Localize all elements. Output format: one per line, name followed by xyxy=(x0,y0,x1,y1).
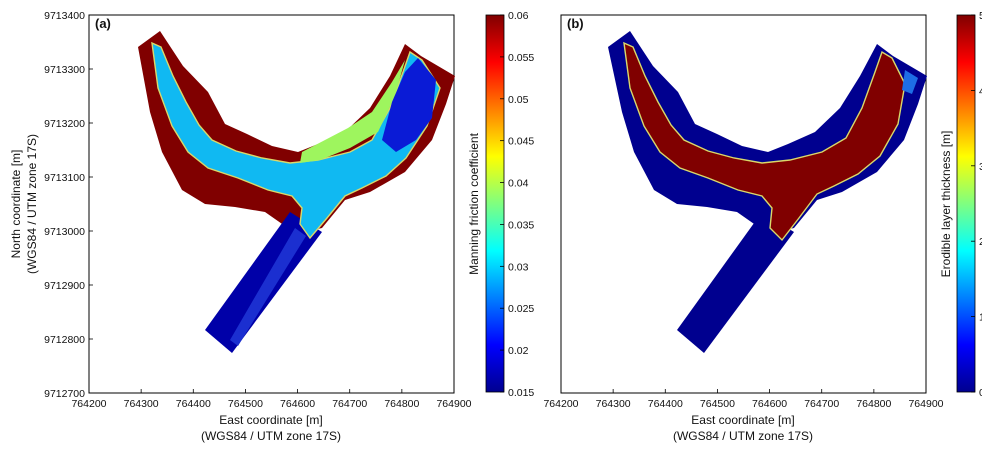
x-tick-label: 764700 xyxy=(332,398,367,410)
colorbar-label-b: Erodible layer thickness [m] xyxy=(939,131,953,278)
panel-a: (a) 764200 764300 764400 764500 764600 764700… xyxy=(9,10,534,443)
x-tick-label: 764200 xyxy=(543,398,578,410)
y-tick-label: 9713000 xyxy=(44,226,85,238)
colorbar-tick-label: 0.04 xyxy=(508,178,529,190)
x-ticks-a: 764200 764300 764400 764500 764600 764700 7648… xyxy=(71,389,472,410)
colorbar-tick-label: 0 xyxy=(979,387,982,399)
pool-deep-a xyxy=(382,58,436,152)
x-tick-label: 764300 xyxy=(124,398,159,410)
y-tick-label: 9713300 xyxy=(44,64,85,76)
x-tick-label: 764500 xyxy=(700,398,735,410)
y-tick-label: 9712700 xyxy=(44,388,85,400)
colorbar-tick-label: 3 xyxy=(979,161,982,173)
x-axis-label-b-line1: East coordinate [m] xyxy=(691,413,794,427)
colorbar-ticks-a: 0.06 0.055 0.05 0.045 0.04 0.035 0.03 0.025 0.02… xyxy=(500,10,534,399)
x-tick-label: 764200 xyxy=(71,398,106,410)
y-ticks-a: 9712700 9712800 9712900 9713000 9713100 97132… xyxy=(44,10,93,400)
panel-b: (b) 764200 764300 764400 764500 764600 764700… xyxy=(543,10,982,443)
x-axis-label-b-line2: (WGS84 / UTM zone 17S) xyxy=(673,429,813,443)
tributary-channel-a xyxy=(230,228,306,346)
panel-label-b: (b) xyxy=(567,16,584,31)
colorbar-b xyxy=(956,14,976,393)
y-axis-label-a-line1: North coordinate [m] xyxy=(9,150,23,259)
colorbar-tick-label: 5 xyxy=(979,10,982,22)
colorbar-tick-label: 0.035 xyxy=(508,219,534,231)
y-tick-label: 9712900 xyxy=(44,280,85,292)
x-tick-label: 764700 xyxy=(804,398,839,410)
x-tick-label: 764400 xyxy=(176,398,211,410)
colorbar-tick-label: 4 xyxy=(979,85,982,97)
colorbar-tick-label: 0.045 xyxy=(508,136,534,148)
x-axis-label-a-line2: (WGS84 / UTM zone 17S) xyxy=(201,429,341,443)
y-axis-label-a-line2: (WGS84 / UTM zone 17S) xyxy=(25,134,39,274)
x-tick-label: 764400 xyxy=(648,398,683,410)
x-tick-label: 764900 xyxy=(908,398,943,410)
map-a xyxy=(138,31,455,353)
x-tick-label: 764800 xyxy=(856,398,891,410)
colorbar-tick-label: 0.05 xyxy=(508,94,529,106)
colorbar-tick-label: 0.02 xyxy=(508,345,529,357)
x-axis-label-a-line1: East coordinate [m] xyxy=(219,413,322,427)
pool-edge-b xyxy=(902,70,918,94)
x-tick-label: 764500 xyxy=(228,398,263,410)
y-tick-label: 9713400 xyxy=(44,10,85,22)
colorbar-label-a: Manning friction coefficient xyxy=(467,132,481,275)
x-tick-label: 764800 xyxy=(384,398,419,410)
panel-label-a: (a) xyxy=(95,16,111,31)
colorbar-tick-label: 2 xyxy=(979,236,982,248)
y-tick-label: 9712800 xyxy=(44,334,85,346)
colorbar-tick-label: 0.025 xyxy=(508,303,534,315)
colorbar-tick-label: 0.06 xyxy=(508,10,529,22)
x-tick-label: 764600 xyxy=(752,398,787,410)
colorbar-tick-label: 0.03 xyxy=(508,261,529,273)
x-tick-label: 764300 xyxy=(596,398,631,410)
y-tick-label: 9713200 xyxy=(44,118,85,130)
y-tick-label: 9713100 xyxy=(44,172,85,184)
domain-tributary-b xyxy=(677,212,794,353)
colorbar-a xyxy=(485,14,505,393)
bar-green-a xyxy=(300,60,405,163)
channel-main-b xyxy=(623,41,906,242)
colorbar-ticks-b: 5 4 3 2 1 0 xyxy=(971,10,982,399)
map-b xyxy=(608,31,927,353)
x-tick-label: 764900 xyxy=(436,398,471,410)
x-tick-label: 764600 xyxy=(280,398,315,410)
colorbar-tick-label: 0.055 xyxy=(508,52,534,64)
domain-floodplain-b xyxy=(608,31,927,232)
channel-main-a xyxy=(151,41,441,240)
colorbar-tick-label: 0.015 xyxy=(508,387,534,399)
x-ticks-b: 764200 764300 764400 764500 764600 764700 7648… xyxy=(543,389,944,410)
colorbar-tick-label: 1 xyxy=(979,312,982,324)
